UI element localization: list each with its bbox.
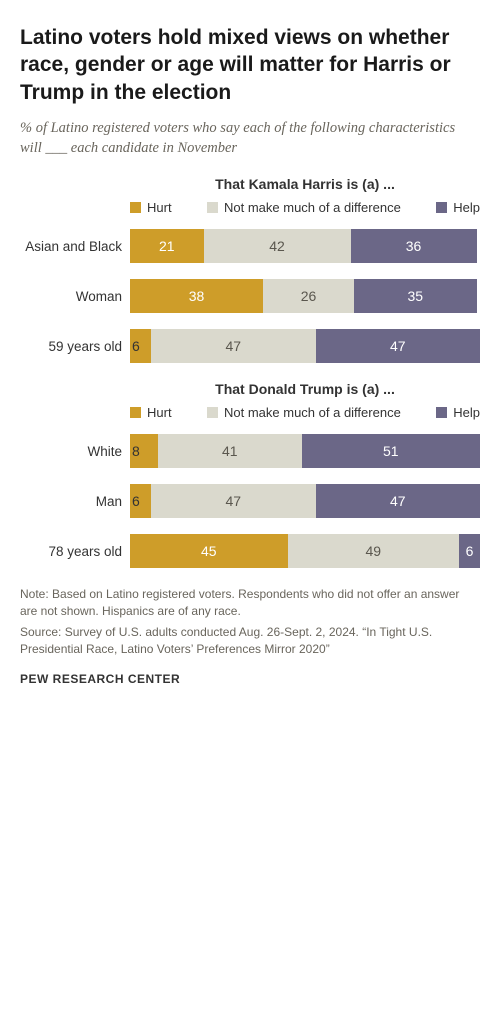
bar-value: 41 <box>222 443 238 459</box>
bar-value: 6 <box>466 543 474 559</box>
bar-segment-neutral: 49 <box>288 534 460 568</box>
bar-segment-help: 47 <box>316 329 481 363</box>
bar-row: 59 years old6 47 47 <box>20 329 480 363</box>
help-swatch-icon <box>436 202 447 213</box>
legend-label: Not make much of a difference <box>224 405 401 420</box>
legend-item-hurt: Hurt <box>130 405 172 420</box>
bar-row: 78 years old 45 49 6 <box>20 534 480 568</box>
bar-track: 45 49 6 <box>130 534 480 568</box>
row-label: Man <box>20 494 130 509</box>
row-label: Woman <box>20 289 130 304</box>
legend-item-hurt: Hurt <box>130 200 172 215</box>
neutral-swatch-icon <box>207 202 218 213</box>
hurt-swatch-icon <box>130 202 141 213</box>
legend-label: Help <box>453 200 480 215</box>
bar-value: 49 <box>365 543 381 559</box>
section-title: That Donald Trump is (a) ... <box>130 381 480 397</box>
bar-row: Asian and Black 21 42 36 <box>20 229 480 263</box>
bar-segment-hurt: 8 <box>130 434 158 468</box>
legend-item-help: Help <box>436 405 480 420</box>
bar-segment-help: 35 <box>354 279 477 313</box>
bar-segment-help: 36 <box>351 229 477 263</box>
bar-segment-help: 47 <box>316 484 481 518</box>
bar-segment-neutral: 47 <box>151 329 316 363</box>
chart-body: That Kamala Harris is (a) ... Hurt Not mak… <box>20 176 480 568</box>
bar-row: Woman 38 26 35 <box>20 279 480 313</box>
chart-section: That Kamala Harris is (a) ... Hurt Not mak… <box>20 176 480 363</box>
bar-value: 21 <box>159 238 175 254</box>
bar-row: White8 41 51 <box>20 434 480 468</box>
bar-segment-hurt: 6 <box>130 329 151 363</box>
bar-segment-hurt: 38 <box>130 279 263 313</box>
legend-label: Not make much of a difference <box>224 200 401 215</box>
bar-value: 47 <box>390 493 406 509</box>
bar-segment-neutral: 41 <box>158 434 302 468</box>
legend-label: Hurt <box>147 200 172 215</box>
row-label: 78 years old <box>20 544 130 559</box>
footnote-source: Source: Survey of U.S. adults conducted … <box>20 624 480 658</box>
bar-value: 47 <box>225 338 241 354</box>
bar-segment-neutral: 47 <box>151 484 316 518</box>
bar-segment-neutral: 26 <box>263 279 354 313</box>
bar-value: 38 <box>189 288 205 304</box>
legend-item-help: Help <box>436 200 480 215</box>
bar-value: 42 <box>269 238 285 254</box>
bar-track: 38 26 35 <box>130 279 480 313</box>
bar-segment-hurt: 45 <box>130 534 288 568</box>
bar-value: 51 <box>383 443 399 459</box>
bar-segment-neutral: 42 <box>204 229 351 263</box>
legend-item-neutral: Not make much of a difference <box>207 200 401 215</box>
bar-segment-hurt: 21 <box>130 229 204 263</box>
bar-value: 47 <box>225 493 241 509</box>
bar-track: 8 41 51 <box>130 434 480 468</box>
legend: Hurt Not make much of a difference Help <box>130 405 480 420</box>
bar-value: 6 <box>132 493 140 509</box>
bar-value: 36 <box>406 238 422 254</box>
bar-value: 35 <box>407 288 423 304</box>
bar-segment-help: 6 <box>459 534 480 568</box>
bar-segment-hurt: 6 <box>130 484 151 518</box>
neutral-swatch-icon <box>207 407 218 418</box>
legend-item-neutral: Not make much of a difference <box>207 405 401 420</box>
legend: Hurt Not make much of a difference Help <box>130 200 480 215</box>
bar-track: 6 47 47 <box>130 484 480 518</box>
row-label: Asian and Black <box>20 239 130 254</box>
bar-segment-help: 51 <box>302 434 481 468</box>
legend-label: Hurt <box>147 405 172 420</box>
legend-label: Help <box>453 405 480 420</box>
bar-track: 21 42 36 <box>130 229 480 263</box>
bar-value: 26 <box>301 288 317 304</box>
bar-value: 6 <box>132 338 140 354</box>
help-swatch-icon <box>436 407 447 418</box>
bar-value: 45 <box>201 543 217 559</box>
chart-subtitle: % of Latino registered voters who say ea… <box>20 118 480 159</box>
brand-attribution: PEW RESEARCH CENTER <box>20 672 480 686</box>
footnote-note: Note: Based on Latino registered voters.… <box>20 586 480 620</box>
chart-section: That Donald Trump is (a) ... Hurt Not make… <box>20 381 480 568</box>
row-label: 59 years old <box>20 339 130 354</box>
chart-title: Latino voters hold mixed views on whethe… <box>20 24 480 106</box>
bar-row: Man6 47 47 <box>20 484 480 518</box>
bar-track: 6 47 47 <box>130 329 480 363</box>
section-title: That Kamala Harris is (a) ... <box>130 176 480 192</box>
bar-value: 47 <box>390 338 406 354</box>
hurt-swatch-icon <box>130 407 141 418</box>
bar-value: 8 <box>132 443 140 459</box>
row-label: White <box>20 444 130 459</box>
